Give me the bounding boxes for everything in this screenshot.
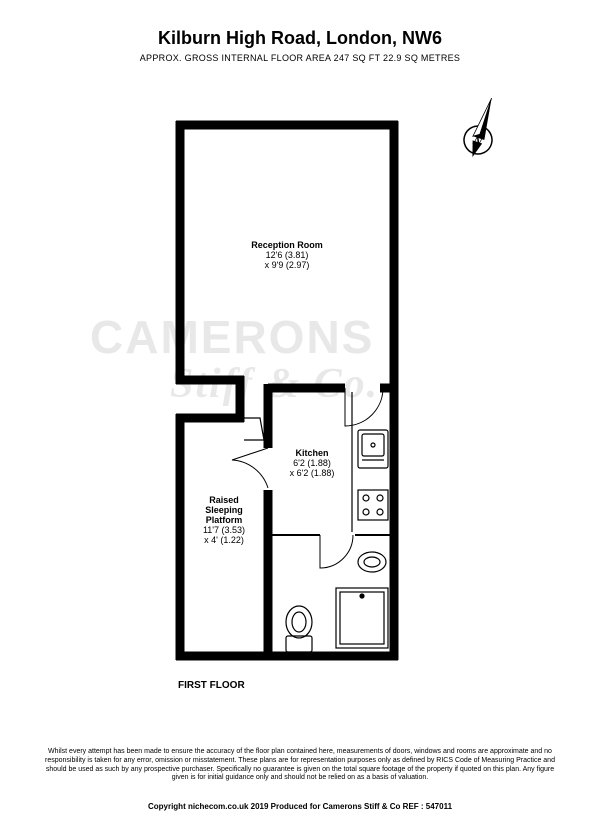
reception-dim1: 12'6 (3.81) <box>180 250 394 260</box>
floor-label: FIRST FLOOR <box>178 680 245 691</box>
reception-name: Reception Room <box>180 240 394 250</box>
kitchen-dim1: 6'2 (1.88) <box>272 458 352 468</box>
floorplan-page: CAMERONS Stiff & Co. Kilburn High Road, … <box>0 0 600 840</box>
kitchen-name: Kitchen <box>272 448 352 458</box>
sleeping-name1: Raised <box>182 495 266 505</box>
sleeping-label: Raised Sleeping Platform 11'7 (3.53) x 4… <box>182 495 266 545</box>
sleeping-name2: Sleeping <box>182 505 266 515</box>
disclaimer-text: Whilst every attempt has been made to en… <box>0 748 600 783</box>
copyright-text: Copyright nichecom.co.uk 2019 Produced f… <box>0 802 600 811</box>
floorplan-svg: N <box>0 0 600 840</box>
kitchen-label: Kitchen 6'2 (1.88) x 6'2 (1.88) <box>272 448 352 478</box>
sleeping-dim1: 11'7 (3.53) <box>182 525 266 535</box>
kitchen-dim2: x 6'2 (1.88) <box>272 468 352 478</box>
reception-label: Reception Room 12'6 (3.81) x 9'9 (2.97) <box>180 240 394 270</box>
reception-dim2: x 9'9 (2.97) <box>180 260 394 270</box>
compass-icon: N <box>459 94 505 162</box>
sleeping-name3: Platform <box>182 515 266 525</box>
sleeping-dim2: x 4' (1.22) <box>182 535 266 545</box>
